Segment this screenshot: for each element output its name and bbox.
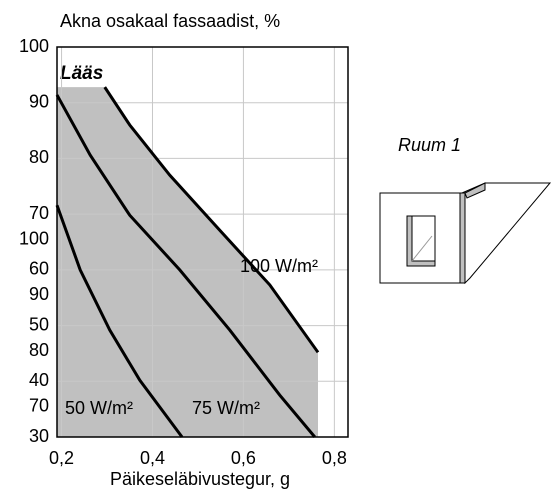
- series-line: [55, 204, 184, 438]
- y-tick-label: 60: [29, 259, 49, 279]
- y-tick-label: 80: [29, 147, 49, 167]
- y-tick-label: 50: [29, 314, 49, 334]
- series-label: 100 W/m²: [240, 256, 318, 276]
- y-tick-label: 90: [29, 91, 49, 111]
- y2-tick-label: 70: [29, 396, 49, 416]
- x-axis-label: Päikeseläbivustegur, g: [110, 469, 290, 489]
- y-tick-label: 30: [29, 426, 49, 446]
- annotation: Lääs: [60, 63, 103, 84]
- x-tick-label: 0,2: [49, 448, 74, 468]
- x-tick-label: 0,4: [140, 448, 165, 468]
- side-label: Ruum 1: [398, 135, 461, 155]
- series-label: 50 W/m²: [65, 398, 133, 418]
- series-line: [55, 94, 316, 438]
- series-label: 75 W/m²: [192, 398, 260, 418]
- chart-title: Akna osakaal fassaadist, %: [60, 11, 280, 31]
- y-tick-label: 70: [29, 203, 49, 223]
- series-line: [103, 86, 320, 354]
- y2-tick-label: 80: [29, 340, 49, 360]
- x-tick-label: 0,8: [322, 448, 347, 468]
- y2-tick-label: 100: [19, 229, 49, 249]
- y-tick-label: 100: [19, 36, 49, 56]
- room-icon: [379, 182, 552, 285]
- y2-tick-label: 90: [29, 284, 49, 304]
- plot-frame: [56, 46, 349, 438]
- y-tick-label: 40: [29, 370, 49, 390]
- x-tick-label: 0,6: [231, 448, 256, 468]
